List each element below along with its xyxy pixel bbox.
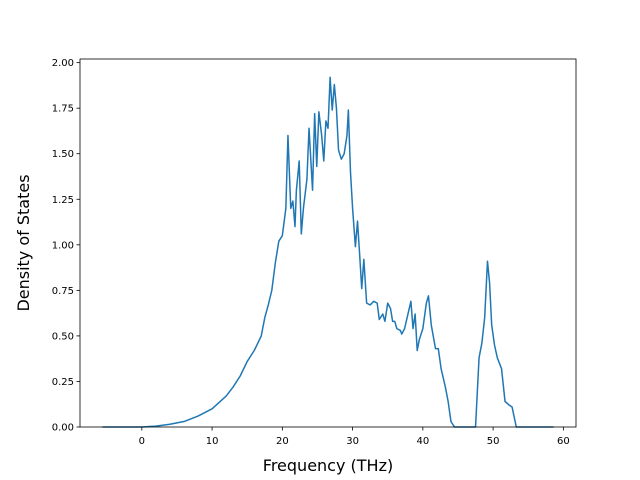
plot-frame	[79, 58, 577, 428]
y-tick-label: 1.75	[52, 104, 74, 115]
x-axis-label: Frequency (THz)	[263, 456, 393, 475]
line	[102, 76, 554, 428]
y-tick-label: 0.50	[52, 331, 74, 342]
x-tick-label: 40	[416, 436, 429, 447]
y-tick-label: 2.00	[52, 58, 74, 69]
x-tick-label: 30	[346, 436, 359, 447]
x-tick-label: 0	[139, 436, 145, 447]
x-tick-label: 10	[206, 436, 219, 447]
y-tick-label: 1.50	[52, 149, 74, 160]
x-tick-label: 20	[276, 436, 289, 447]
x-tick-label: 60	[557, 436, 570, 447]
y-tick-label: 1.25	[52, 195, 74, 206]
x-tick-label: 50	[487, 436, 500, 447]
y-tick-label: 0.00	[52, 423, 74, 434]
y-axis-label: Density of States	[14, 174, 33, 311]
y-tick-label: 0.75	[52, 286, 74, 297]
y-tick-label: 0.25	[52, 377, 74, 388]
y-tick-label: 1.00	[52, 240, 74, 251]
